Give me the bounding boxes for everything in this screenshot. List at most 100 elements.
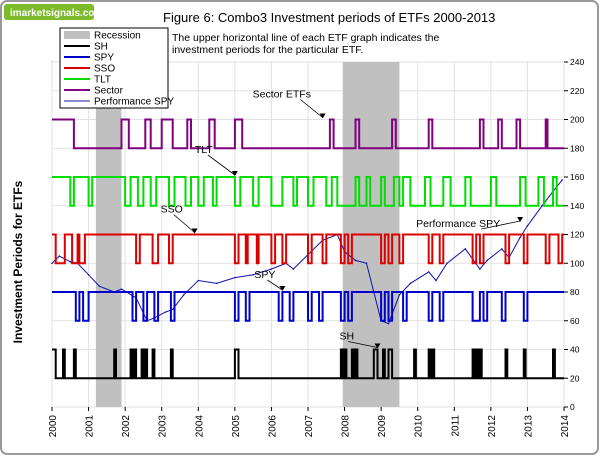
annotation-arrowhead-sh	[374, 343, 381, 349]
x-tick-label-2010: 2010	[414, 415, 425, 438]
x-tick-label-2007: 2007	[304, 415, 315, 438]
performance-point	[561, 179, 563, 181]
performance-point	[292, 268, 295, 270]
y-tick-label-120: 120	[570, 230, 584, 240]
performance-point	[435, 279, 437, 282]
performance-point	[234, 276, 236, 279]
x-tick-label-2013: 2013	[523, 415, 534, 438]
performance-point	[252, 273, 254, 276]
annotation-arrow-sso	[173, 214, 195, 233]
performance-point	[409, 282, 412, 285]
performance-point	[98, 285, 101, 288]
performance-point	[51, 262, 53, 265]
y-tick-label-80: 80	[570, 287, 580, 297]
annotations: Sector ETFs TLT SSO SPY Performance SPY SH	[161, 89, 524, 349]
performance-point	[387, 322, 390, 325]
performance-point	[541, 204, 543, 207]
performance-point	[365, 262, 368, 265]
y-tick-label-200: 200	[570, 115, 584, 125]
performance-point	[270, 268, 273, 270]
performance-point	[215, 282, 218, 285]
watermark-badge: imarketsignals.com	[4, 4, 103, 20]
performance-point	[479, 268, 481, 270]
y-tick-label-240: 240	[570, 57, 584, 67]
performance-point	[164, 311, 167, 313]
annotation-arrow-sector-etfs	[300, 99, 323, 118]
chart-subtitle-line-1: The upper horizontal line of each ETF gr…	[172, 32, 439, 44]
x-tick-label-2014: 2014	[560, 415, 571, 438]
series-line-sh	[52, 348, 564, 380]
x-tick-label-2004: 2004	[194, 415, 205, 438]
y-tick-label-60: 60	[570, 316, 580, 326]
annotation-sh: SH	[339, 331, 354, 343]
performance-point	[526, 225, 529, 227]
annotation-arrow-spy	[267, 279, 283, 291]
x-tick-label-2001: 2001	[85, 415, 96, 438]
annotation-sector-etfs: Sector ETFs	[253, 89, 311, 101]
annotation-performance-spy: Performance SPY	[416, 218, 500, 230]
y-tick-label-140: 140	[570, 201, 584, 211]
legend-label-sso: SSO	[94, 64, 115, 75]
performance-point	[58, 255, 61, 257]
y-tick-label-0: 0	[570, 402, 575, 412]
performance-point	[182, 294, 185, 296]
legend-label-tlt: TLT	[94, 75, 111, 86]
y-tick-label-160: 160	[570, 172, 584, 182]
x-tick-label-2008: 2008	[341, 415, 352, 438]
y-tick-label-20: 20	[570, 373, 580, 383]
x-tick-label-2000: 2000	[48, 415, 59, 438]
signal-series-group	[52, 118, 564, 380]
x-tick-label-2011: 2011	[450, 415, 461, 437]
legend-label-recession: Recession	[94, 31, 141, 42]
x-tick-label-2009: 2009	[377, 415, 388, 438]
y-axis-label: Investment Periods for ETFs	[11, 180, 25, 343]
annotation-arrowhead-tlt	[231, 171, 238, 176]
x-tick-label-2002: 2002	[121, 415, 132, 438]
series-line-sso	[52, 233, 564, 265]
x-tick-label-2003: 2003	[158, 415, 169, 438]
performance-point	[501, 248, 503, 250]
annotation-sso: SSO	[161, 204, 183, 216]
annotation-spy: SPY	[254, 269, 275, 281]
performance-point	[398, 294, 401, 296]
legend-swatch-recession	[64, 31, 90, 39]
performance-point	[69, 261, 72, 263]
performance-point	[87, 273, 90, 276]
performance-point	[464, 248, 467, 250]
legend-label-sh: SH	[94, 42, 108, 53]
annotation-arrow-sh	[348, 341, 378, 348]
y-tick-label-180: 180	[570, 143, 584, 153]
performance-point	[354, 259, 357, 262]
watermark-text: imarketsignals.com	[10, 8, 103, 19]
axes: 0 20 40 60 80 100 120 140 160 180 200 220 240 2000 200…	[48, 57, 584, 437]
performance-point	[120, 288, 123, 290]
annotation-arrow-performance-spy	[481, 220, 521, 230]
x-tick-label-2012: 2012	[487, 415, 498, 438]
series-line-tlt	[52, 176, 564, 207]
performance-point	[427, 271, 430, 273]
annotation-tlt: TLT	[195, 144, 213, 156]
annotation-arrowhead-sso	[191, 228, 198, 234]
y-tick-label-220: 220	[570, 86, 584, 96]
annotation-arrowhead-performance-spy	[517, 217, 524, 222]
legend-label-sector: Sector	[94, 86, 124, 97]
x-tick-label-2005: 2005	[231, 415, 242, 438]
performance-point	[171, 308, 174, 311]
y-tick-label-100: 100	[570, 258, 584, 268]
chart-title: Figure 6: Combo3 Investment periods of E…	[163, 10, 495, 25]
y-tick-label-40: 40	[570, 345, 580, 355]
annotation-arrowhead-sector-etfs	[319, 113, 326, 119]
series-line-sector	[52, 118, 564, 150]
chart-subtitle-line-2: investment periods for the particular ET…	[172, 44, 363, 56]
performance-point	[446, 262, 448, 265]
performance-point	[486, 259, 489, 262]
performance-point	[197, 279, 200, 282]
legend-label-performance-spy: Performance SPY	[94, 97, 174, 108]
annotation-arrow-tlt	[207, 154, 236, 176]
series-line-spy	[52, 291, 564, 322]
performance-point	[519, 236, 521, 239]
annotation-arrowhead-spy	[279, 286, 286, 291]
legend-label-spy: SPY	[94, 53, 114, 64]
